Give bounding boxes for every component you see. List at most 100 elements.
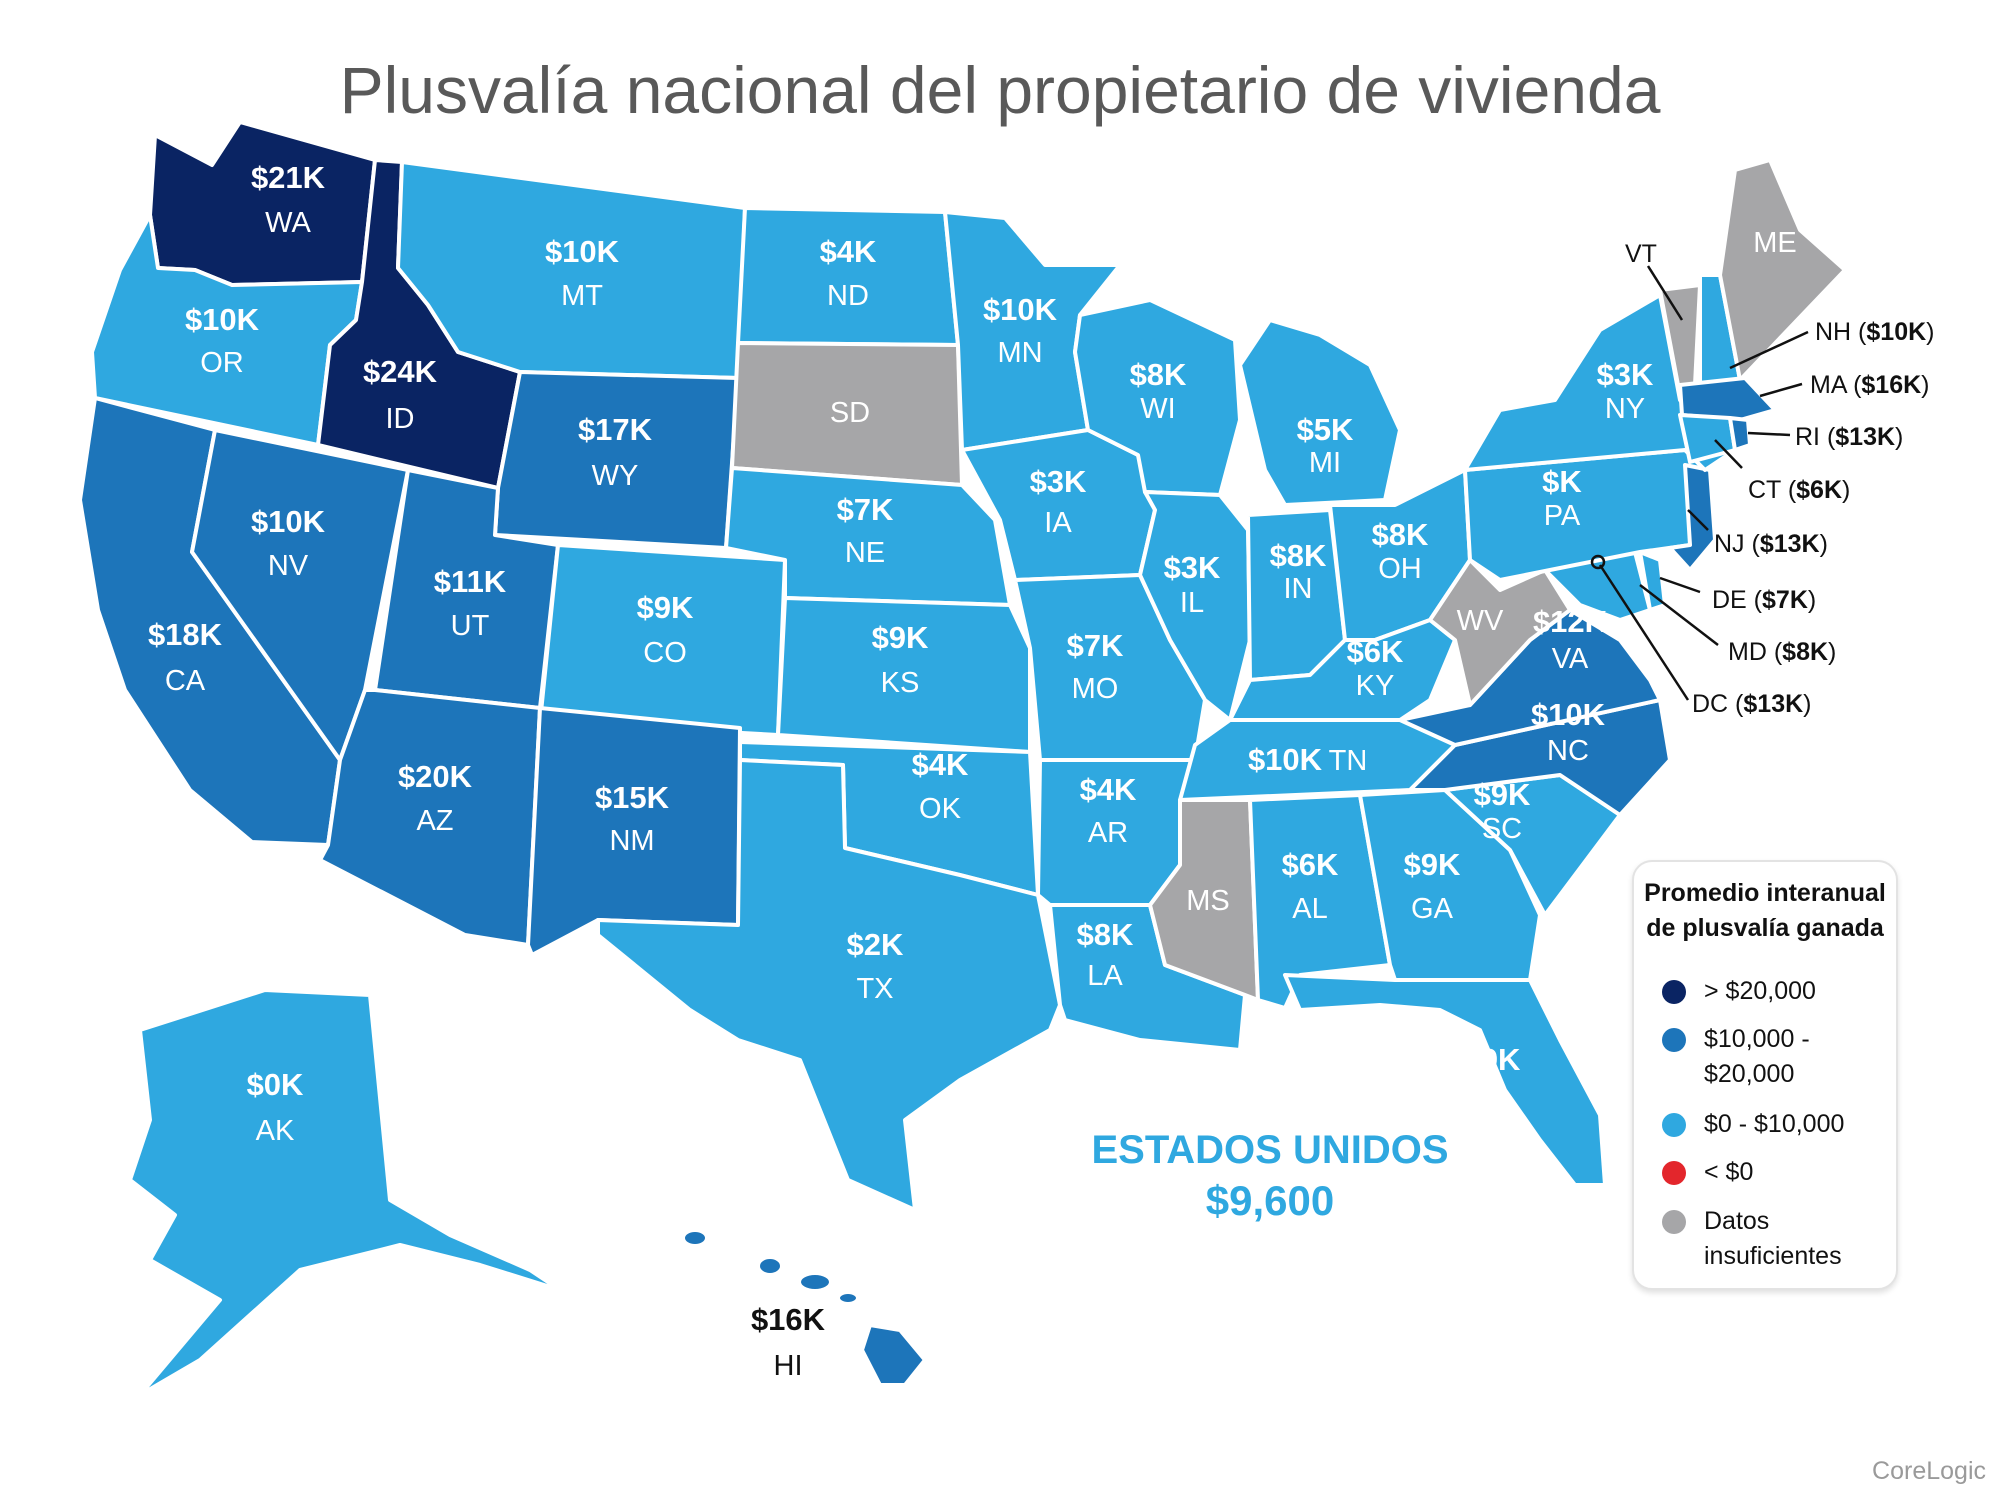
- state-abbr-ky: KY: [1356, 670, 1395, 702]
- state-value-hi: $16K: [751, 1302, 826, 1337]
- state-shape-ks[interactable]: [776, 596, 1032, 754]
- state-abbr-id: ID: [386, 403, 415, 435]
- state-shape-il[interactable]: [1138, 490, 1252, 722]
- callout-ma: MA ($16K): [1810, 371, 1930, 399]
- state-label-ok: $4K OK: [912, 747, 969, 825]
- callout-nh: NH ($10K): [1815, 318, 1934, 346]
- state-shape-me[interactable]: [1718, 158, 1847, 382]
- state-label-pa: $KPA: [1542, 464, 1582, 532]
- state-shape-tx[interactable]: [596, 758, 1062, 1212]
- state-value-co: $9K: [637, 590, 694, 625]
- legend-item-below-0: < $0: [1662, 1155, 1892, 1190]
- legend: Promedio interanual de plusvalía ganada …: [1632, 860, 1898, 1290]
- state-label-mn: $10K MN: [983, 292, 1058, 369]
- national-name: ESTADOS UNIDOS: [1091, 1128, 1449, 1172]
- leader-ma: [1759, 382, 1803, 398]
- state-value-wa: $21K: [251, 160, 326, 195]
- state-label-mo: $7K MO: [1067, 628, 1124, 705]
- leader-nh: [1729, 330, 1809, 370]
- state-label-ms: MS: [1186, 885, 1230, 917]
- state-abbr-hi: HI: [774, 1350, 803, 1382]
- state-shape-nj[interactable]: [1668, 463, 1717, 572]
- leader-md: [1639, 584, 1719, 646]
- state-label-tx: $2K TX: [847, 927, 904, 1005]
- state-shape-wv[interactable]: [1428, 558, 1572, 707]
- state-abbr-tn: TN: [1329, 745, 1368, 777]
- legend-label: $10,000 - $20,000: [1704, 1025, 1810, 1088]
- state-label-nd: $4K ND: [820, 234, 877, 312]
- leader-ri: [1747, 431, 1791, 437]
- state-shape-hi[interactable]: [681, 1228, 927, 1387]
- state-label-va: $12K VA: [1533, 604, 1608, 675]
- state-shape-ma[interactable]: [1678, 376, 1777, 422]
- state-value-mi: $5K: [1297, 412, 1354, 447]
- state-shape-mi[interactable]: [1238, 318, 1402, 507]
- state-label-ca: $18K CA: [148, 617, 223, 697]
- state-abbr-fl: FL: [1475, 1075, 1509, 1107]
- state-value-az: $20K: [398, 759, 473, 794]
- state-label-sd: SD: [830, 397, 870, 429]
- state-abbr-il: IL: [1180, 587, 1204, 619]
- state-value-mn: $10K: [983, 292, 1058, 327]
- state-value-mo: $7K: [1067, 628, 1124, 663]
- state-abbr-al: AL: [1292, 893, 1327, 925]
- state-shape-wy[interactable]: [493, 370, 740, 550]
- state-value-or: $10K: [185, 302, 260, 337]
- state-shape-pa[interactable]: [1463, 448, 1707, 582]
- state-value-ky: $6K: [1347, 634, 1404, 669]
- state-abbr-nc: NC: [1547, 735, 1589, 767]
- state-abbr-oh: OH: [1378, 553, 1422, 585]
- state-abbr-nv: NV: [268, 550, 309, 582]
- state-value-nd: $4K: [820, 234, 877, 269]
- state-abbr-mt: MT: [561, 280, 603, 312]
- state-value-ny: $3K: [1597, 357, 1654, 392]
- state-value-la: $8K: [1077, 917, 1134, 952]
- state-shape-ri[interactable]: [1728, 416, 1752, 452]
- legend-label: < $0: [1704, 1158, 1754, 1186]
- state-label-ut: $11K UT: [434, 564, 507, 642]
- state-label-me: ME: [1753, 227, 1797, 259]
- state-label-nm: $15K NM: [595, 780, 670, 857]
- state-abbr-in: IN: [1284, 573, 1313, 605]
- state-abbr-ok: OK: [919, 793, 962, 825]
- state-shape-ky[interactable]: [1228, 618, 1457, 722]
- state-label-wv: WV: [1457, 605, 1504, 637]
- state-abbr-ak: AK: [256, 1115, 295, 1147]
- state-label-hi: $16K HI: [751, 1302, 826, 1382]
- state-abbr-tx: TX: [856, 973, 893, 1005]
- state-value-nv: $10K: [251, 504, 326, 539]
- state-value-ia: $3K: [1030, 464, 1087, 499]
- legend-swatch: [1662, 1028, 1686, 1052]
- legend-label: $0 - $10,000: [1704, 1110, 1845, 1138]
- state-label-wa: $21K WA: [251, 160, 326, 239]
- leader-ct: [1714, 439, 1743, 469]
- leader-de: [1659, 576, 1701, 594]
- callout-ri: RI ($13K): [1795, 423, 1903, 451]
- state-label-ar: $4K AR: [1080, 772, 1137, 849]
- state-abbr-ms: MS: [1186, 885, 1230, 917]
- state-abbr-wv: WV: [1457, 605, 1504, 637]
- state-shape-ak[interactable]: [128, 988, 562, 1397]
- state-abbr-ca: CA: [165, 665, 206, 697]
- leader-nj: [1687, 509, 1709, 531]
- state-abbr-mo: MO: [1072, 673, 1119, 705]
- state-value-ks: $9K: [872, 620, 929, 655]
- state-shape-nd[interactable]: [736, 206, 960, 347]
- state-shape-fl[interactable]: [1283, 973, 1607, 1187]
- state-value-nc: $10K: [1531, 697, 1606, 732]
- legend-item-10k-20k: $10,000 - $20,000: [1662, 1022, 1892, 1092]
- state-abbr-co: CO: [643, 637, 687, 669]
- state-value-va: $12K: [1533, 604, 1608, 639]
- state-label-ks: $9K KS: [872, 620, 929, 699]
- state-abbr-wi: WI: [1140, 393, 1175, 425]
- state-abbr-ne: NE: [845, 537, 885, 569]
- legend-item-insufficient: Datos insuficientes: [1662, 1204, 1892, 1274]
- state-label-al: $6K AL: [1282, 847, 1339, 925]
- state-shape-wa[interactable]: [148, 120, 377, 287]
- state-abbr-ar: AR: [1088, 817, 1128, 849]
